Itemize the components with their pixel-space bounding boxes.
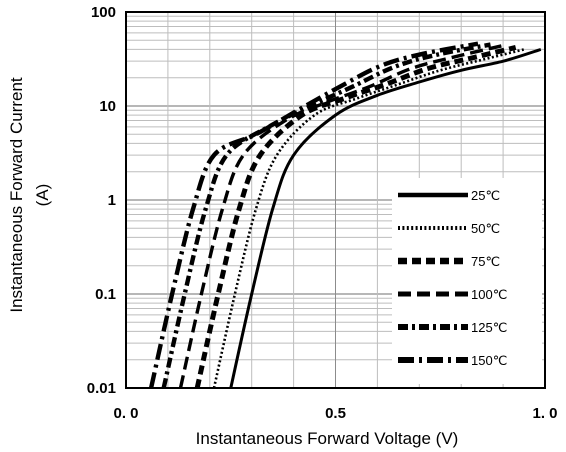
series-lines: [148, 41, 542, 388]
x-tick-label: 1. 0: [532, 405, 557, 422]
legend-label: 75℃: [471, 254, 500, 269]
legend-label: 50℃: [471, 221, 500, 236]
y-axis-title-line2: (A): [33, 184, 52, 207]
y-axis-title: Instantaneous Forward Current (A): [7, 77, 52, 313]
series-line-2: [212, 48, 525, 388]
legend-label: 150℃: [471, 353, 507, 368]
legend-label: 25℃: [471, 188, 500, 203]
legend-label: 125℃: [471, 320, 507, 335]
series-line-6: [148, 41, 479, 388]
y-axis-title-line1: Instantaneous Forward Current: [7, 77, 26, 313]
legend-label: 100℃: [471, 287, 507, 302]
x-axis-title: Instantaneous Forward Voltage (V): [196, 429, 459, 448]
x-tick-label: 0.5: [325, 405, 346, 422]
y-tick-label: 1: [108, 192, 116, 209]
y-tick-label: 100: [91, 4, 116, 21]
series-line-1: [229, 47, 542, 388]
legend-box: [392, 178, 542, 384]
x-tick-labels: 0. 0 0.5 1. 0: [113, 405, 557, 422]
y-tick-label: 0.01: [87, 380, 116, 397]
x-tick-label: 0. 0: [113, 405, 138, 422]
y-tick-labels: 100 10 1 0.1 0.01: [87, 4, 116, 397]
legend: 25℃ 50℃ 75℃ 100℃ 125℃ 150℃: [392, 178, 542, 384]
plot-frame: [125, 11, 546, 389]
y-tick-label: 10: [99, 98, 116, 115]
series-line-5: [161, 42, 491, 388]
y-tick-label: 0.1: [95, 286, 116, 303]
